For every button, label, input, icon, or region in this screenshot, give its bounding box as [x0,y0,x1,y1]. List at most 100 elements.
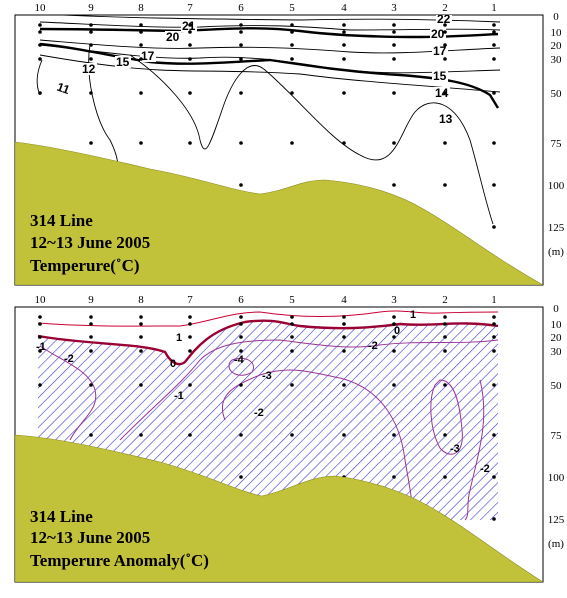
sample-point [443,315,447,319]
depth-tick-label: 0 [553,303,559,315]
sample-point [239,30,243,34]
contour-label: 11 [55,80,72,98]
contour-label: 20 [431,27,445,41]
contours: 21 20 17 15 12 11 22 20 17 15 14 [15,15,543,285]
contour-label: 14 [435,86,449,100]
depth-tick-label: 75 [551,430,563,442]
contour-label: -3 [262,370,272,382]
contour-label: -4 [234,354,245,366]
sample-point [443,23,447,27]
sample-point [342,30,346,34]
panel-variable-line: Temperure Anomaly(˚C) [30,551,209,570]
sample-point [443,383,447,387]
contour-line-neg [39,345,97,441]
sample-point [342,23,346,27]
sample-point [392,322,396,326]
sample-point [188,30,192,34]
sample-point [290,141,294,145]
seafloor [15,141,543,285]
contour-label: -3 [450,443,460,455]
station-tick-label: 3 [391,2,397,14]
sample-point [443,475,447,479]
sample-point [492,141,496,145]
sample-point [89,141,93,145]
sample-point [392,349,396,353]
station-tick-label: 1 [491,2,497,14]
panel-subtitle-line: 12~13 June 2005 [30,528,150,547]
sample-point [392,30,396,34]
panel-subtitle-line: 12~13 June 2005 [30,233,150,252]
sample-point [443,43,447,47]
sample-point [38,349,42,353]
sample-point [342,43,346,47]
sample-point [492,43,496,47]
sample-point [239,183,243,187]
sample-point [290,335,294,339]
contour-line-0 [37,319,499,366]
sample-point [392,433,396,437]
station-tick-label: 5 [289,2,295,14]
sample-point [239,315,243,319]
sample-point [139,315,143,319]
sample-point [443,91,447,95]
sample-point [492,517,496,521]
sample-point [38,91,42,95]
sample-point [139,383,143,387]
contour-label: 0 [394,325,400,337]
depth-tick-label: 125 [548,222,565,234]
contour-label: -2 [480,463,490,475]
sample-point [392,57,396,61]
sample-point [290,315,294,319]
sample-point [188,91,192,95]
sample-point [89,57,93,61]
sample-point [89,91,93,95]
sample-point [392,315,396,319]
sample-point [290,43,294,47]
sample-point [443,183,447,187]
sample-point [492,475,496,479]
depth-tick-label: 10 [551,319,563,331]
sample-point [38,335,42,339]
sample-point [342,315,346,319]
contour-label: 15 [433,69,447,83]
contour-label: 17 [433,44,447,58]
station-axis: 10 9 8 7 6 5 4 3 2 1 [35,2,497,14]
sample-point [188,141,192,145]
station-tick-label: 4 [341,294,347,306]
sample-point [188,383,192,387]
contour-label: 0 [170,358,176,370]
sample-point [239,57,243,61]
panel-title-line: 314 Line [30,507,93,526]
sample-point [89,43,93,47]
sample-point [188,349,192,353]
contour-line-neg [119,339,499,441]
sample-point [188,433,192,437]
sample-point [89,433,93,437]
sample-point [443,57,447,61]
sample-point [239,322,243,326]
sample-point [139,322,143,326]
sample-point [188,335,192,339]
contour-line-neg [222,369,413,521]
sample-point [342,383,346,387]
sample-point [492,433,496,437]
station-tick-label: 5 [289,294,295,306]
sample-point [89,322,93,326]
sample-point [139,91,143,95]
sample-point [38,322,42,326]
sample-point [139,141,143,145]
station-tick-label: 9 [88,294,94,306]
station-tick-label: 7 [187,294,193,306]
sample-point [139,335,143,339]
panel-title-line: 314 Line [30,211,93,230]
sample-point [342,141,346,145]
sample-point [139,23,143,27]
sample-point [290,433,294,437]
sample-point [443,335,447,339]
sample-point [392,43,396,47]
depth-unit-label: (m) [548,246,564,258]
sample-point [38,315,42,319]
